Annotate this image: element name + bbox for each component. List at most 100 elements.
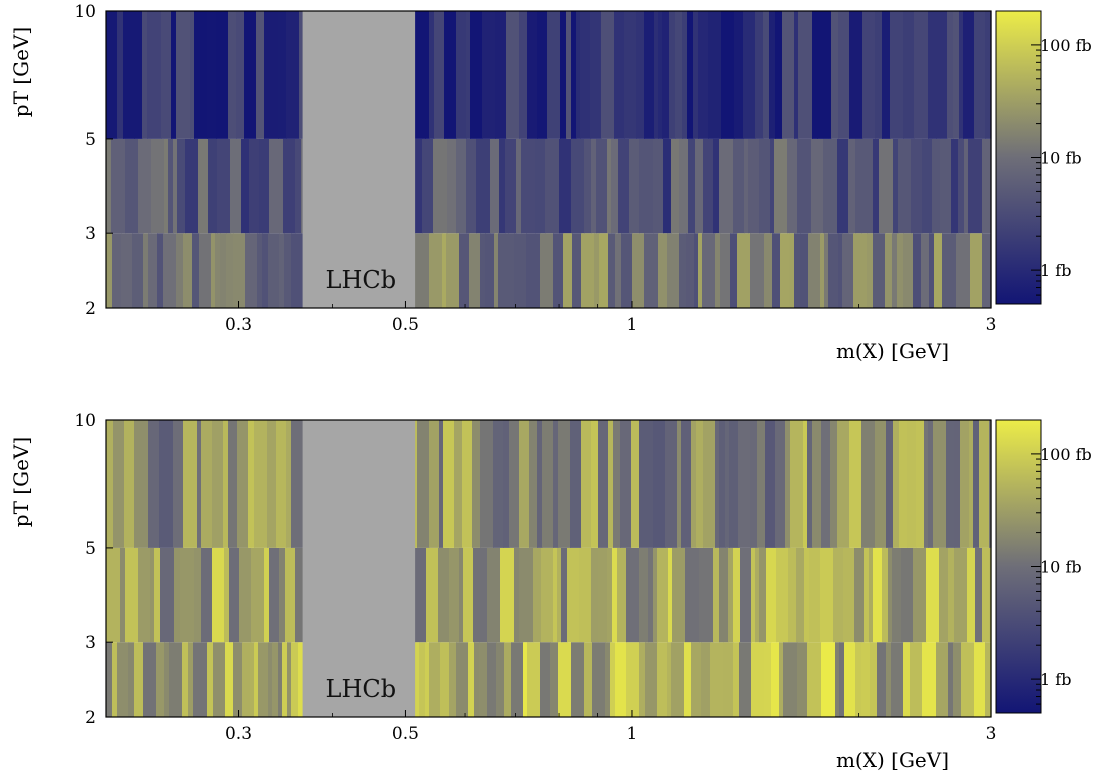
- x-axis-label: m(X) [GeV]: [836, 748, 949, 772]
- heatmap-cell: [472, 420, 481, 548]
- heatmap-cell: [207, 11, 217, 139]
- heatmap-cell: [914, 11, 929, 139]
- heatmap-cell: [886, 420, 894, 548]
- heatmap-cell: [615, 233, 622, 308]
- heatmap-cell: [672, 547, 686, 643]
- x-axis-label: m(X) [GeV]: [836, 339, 949, 363]
- heatmap-cell: [537, 11, 548, 139]
- heatmap-cell: [529, 420, 538, 548]
- colorbar-tick-label: 10 fb: [1040, 558, 1082, 577]
- heatmap-cell: [797, 642, 808, 717]
- colorbar-tick-label: 10 fb: [1040, 149, 1082, 168]
- x-tick-label: 1: [627, 315, 638, 335]
- heatmap-cell: [954, 547, 968, 643]
- heatmap-cell: [653, 138, 664, 234]
- heatmap-cell: [807, 642, 822, 717]
- heatmap-cell: [192, 233, 200, 308]
- heatmap-cell: [180, 547, 195, 643]
- heatmap-cell: [614, 11, 625, 139]
- heatmap-cell: [734, 11, 744, 139]
- heatmap-cell: [888, 547, 893, 643]
- y-tick-label: 5: [85, 539, 96, 559]
- heatmap-cell: [719, 420, 726, 548]
- heatmap-cell: [963, 11, 975, 139]
- plot-frame: [105, 10, 992, 309]
- heatmap-cell: [120, 547, 126, 643]
- heatmap-cell: [720, 233, 731, 308]
- heatmap-cell: [667, 642, 672, 717]
- heatmap-cell: [916, 420, 925, 548]
- heatmap-cell: [571, 11, 577, 139]
- heatmap-cell: [739, 642, 752, 717]
- heatmap-cell: [947, 11, 954, 139]
- heatmap-cell: [658, 233, 668, 308]
- heatmap-cell: [939, 547, 949, 643]
- heatmap-cell: [254, 420, 268, 548]
- heatmap-cell: [629, 138, 640, 234]
- heatmap-cell: [148, 233, 158, 308]
- heatmap-cell: [681, 420, 692, 548]
- heatmap-cell: [843, 547, 855, 643]
- heatmap-cell: [855, 138, 862, 234]
- heatmap-cell: [563, 233, 573, 308]
- heatmap-cell: [794, 233, 801, 308]
- heatmap-cell: [434, 11, 445, 139]
- heatmap-cell: [511, 642, 524, 717]
- heatmap-cell: [715, 420, 720, 548]
- heatmap-cell: [725, 420, 730, 548]
- heatmap-cell: [429, 233, 443, 308]
- heatmap-cell: [686, 233, 695, 308]
- heatmap-cell: [287, 642, 292, 717]
- heatmap-cell: [867, 233, 874, 308]
- heatmap-cell: [893, 420, 900, 548]
- heatmap-cell: [500, 547, 515, 643]
- heatmap-cell: [138, 138, 152, 234]
- heatmap-cell: [974, 642, 986, 717]
- heatmap-cell: [877, 642, 887, 717]
- heatmap-cell: [295, 138, 302, 234]
- x-tick-label: 1: [627, 724, 638, 744]
- heatmap-cell: [412, 642, 420, 717]
- heatmap-cell: [241, 138, 250, 234]
- heatmap-cell: [703, 420, 716, 548]
- heatmap-cell: [728, 547, 734, 643]
- heatmap-cell: [873, 138, 880, 234]
- heatmap-cell: [764, 642, 772, 717]
- heatmap-cell: [433, 138, 448, 234]
- heatmap-cell: [775, 420, 786, 548]
- heatmap-cell: [804, 547, 810, 643]
- heatmap-cell: [682, 11, 688, 139]
- heatmap-cell: [771, 642, 780, 717]
- heatmap-cell: [617, 547, 627, 643]
- heatmap-cell: [429, 11, 435, 139]
- y-tick-label: 2: [85, 708, 96, 728]
- heatmap-cell: [715, 233, 721, 308]
- heatmap-cell: [550, 642, 559, 717]
- heatmap-cell: [870, 642, 878, 717]
- heatmap-cell: [759, 138, 771, 234]
- heatmap-cell: [269, 138, 284, 234]
- heatmap-cell: [653, 420, 666, 548]
- heatmap-cell: [185, 138, 199, 234]
- heatmap-cell: [283, 138, 296, 234]
- heatmap-cell: [584, 642, 593, 717]
- heatmap-cell: [844, 642, 856, 717]
- heatmap-cell: [861, 420, 876, 548]
- heatmap-cell: [106, 547, 121, 643]
- heatmap-cell: [653, 547, 658, 643]
- heatmap-cell: [251, 547, 265, 643]
- x-tick-label: 0.5: [392, 315, 419, 335]
- heatmap-cell: [282, 642, 288, 717]
- heatmap-cell: [903, 233, 914, 308]
- heatmap-cell: [276, 420, 287, 548]
- heatmap-cell: [612, 547, 618, 643]
- y-tick-label: 5: [85, 130, 96, 150]
- heatmap-cell: [503, 420, 510, 548]
- heatmap-cell: [800, 233, 809, 308]
- heatmap-cell: [853, 233, 868, 308]
- heatmap-cell: [921, 233, 930, 308]
- heatmap-cell: [611, 138, 619, 234]
- heatmap-cell: [147, 11, 162, 139]
- heatmap-cell: [125, 547, 139, 643]
- heatmap-cell: [508, 233, 515, 308]
